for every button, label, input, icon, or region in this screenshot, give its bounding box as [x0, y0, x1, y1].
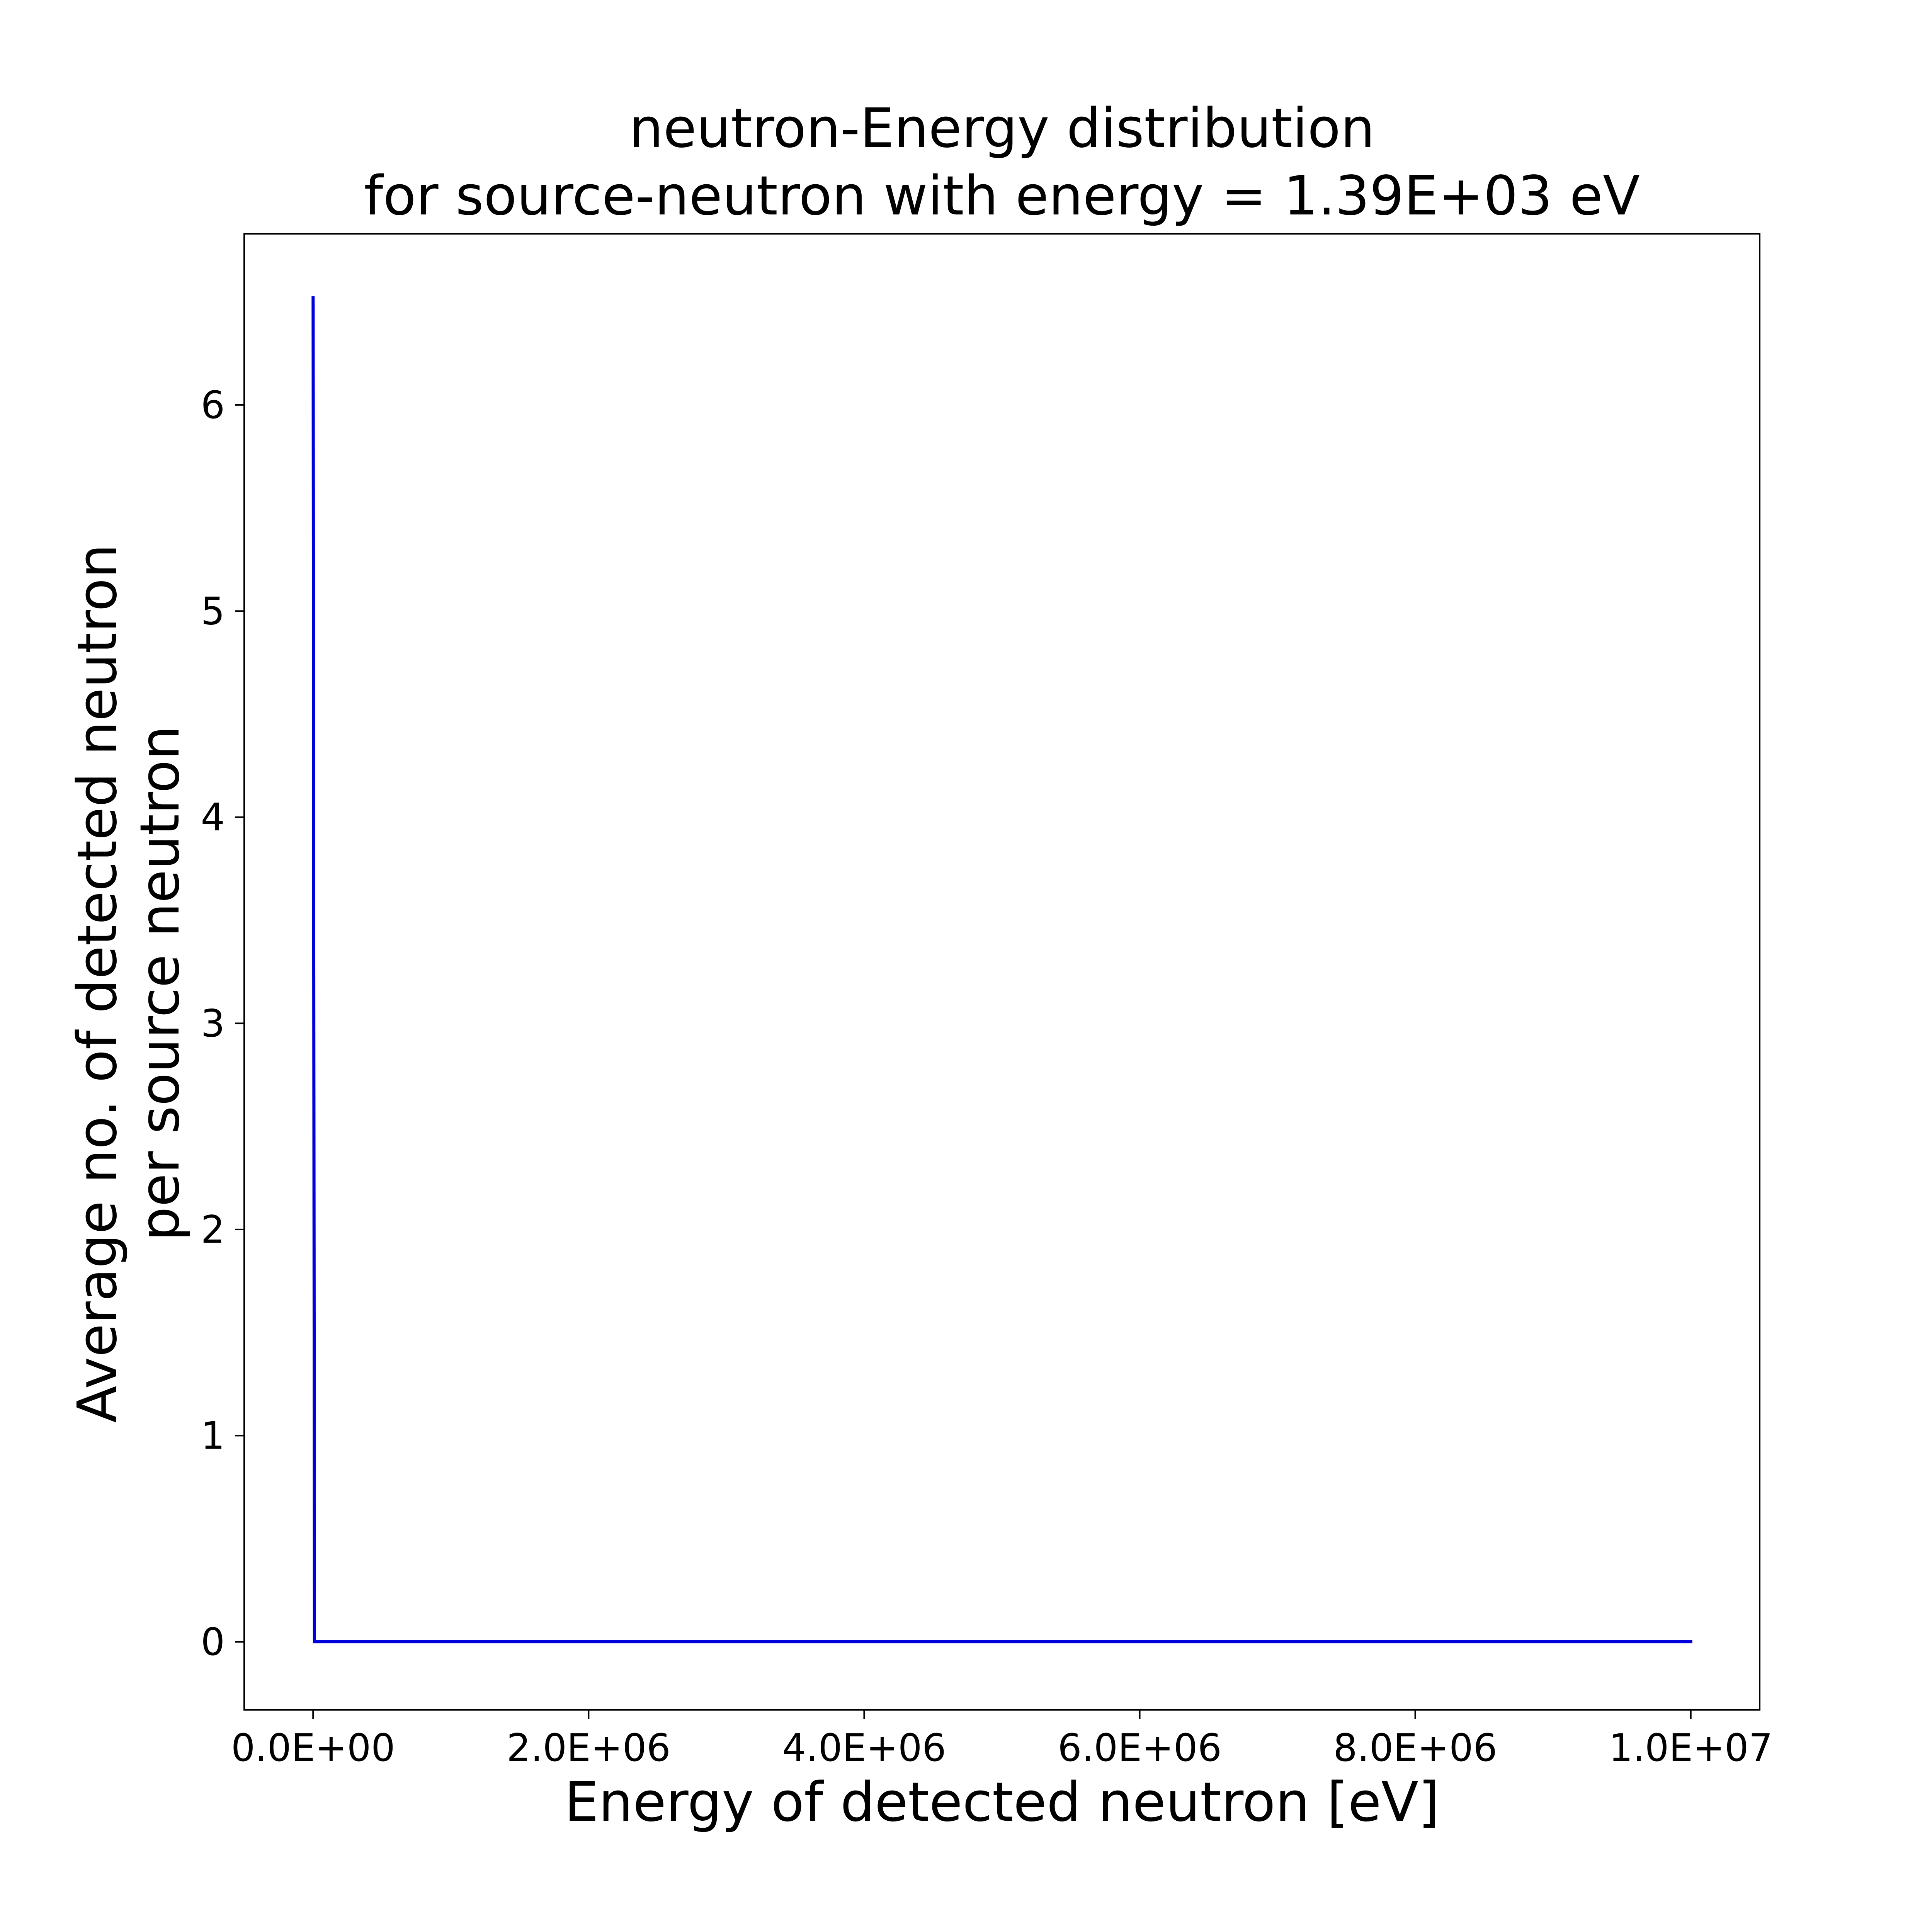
x-tick-label: 4.0E+06: [782, 1726, 946, 1770]
y-tick-label: 0: [201, 1620, 225, 1664]
x-tick-label: 6.0E+06: [1058, 1726, 1222, 1770]
y-axis-label-line: Average no. of detected neutron: [66, 544, 129, 1423]
y-tick-label: 3: [201, 1002, 225, 1046]
x-axis-ticks: 0.0E+00 2.0E+06 4.0E+06 6.0E+06 8.0E+06 1.0E+…: [231, 1710, 1773, 1770]
x-tick-label: 1.0E+07: [1609, 1726, 1773, 1770]
y-axis-ticks: 0 1 2 3 4 5 6: [201, 383, 244, 1664]
y-axis-label-line: per source neutron: [129, 726, 192, 1241]
x-tick-label: 2.0E+06: [507, 1726, 671, 1770]
x-tick-label: 0.0E+00: [231, 1726, 395, 1770]
axes-frame: [243, 233, 1760, 1711]
chart-title-line: neutron-Energy distribution: [629, 97, 1375, 160]
y-axis-label: Average no. of detected neutron per sourc…: [66, 544, 192, 1423]
chart-title-line: for source-neutron with energy = 1.39E+0…: [364, 165, 1640, 228]
plot-frame: [243, 233, 1760, 1711]
y-tick-label: 2: [201, 1208, 225, 1252]
x-axis-label-text: Energy of detected neutron [eV]: [565, 1771, 1439, 1834]
series-lines: [311, 296, 1692, 1643]
y-tick-label: 4: [201, 796, 225, 840]
x-tick-label: 8.0E+06: [1333, 1726, 1497, 1770]
y-tick-label: 1: [201, 1414, 225, 1458]
y-tick-label: 5: [201, 589, 225, 633]
y-tick-label: 6: [201, 383, 225, 427]
x-axis-label: Energy of detected neutron [eV]: [565, 1771, 1439, 1834]
series-line: [311, 296, 1692, 1643]
